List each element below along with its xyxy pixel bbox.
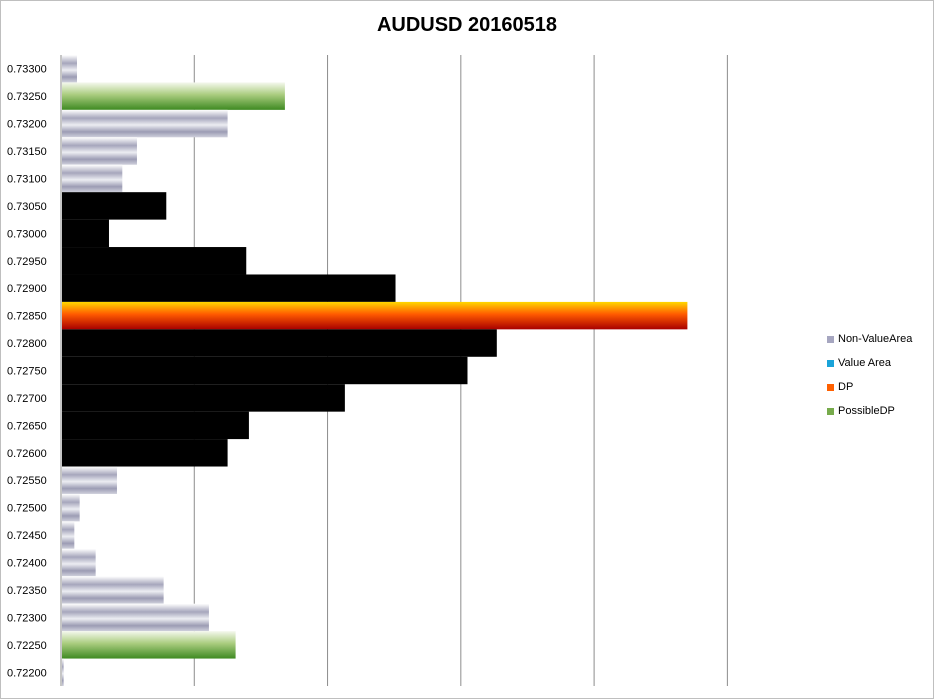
y-tick-label: 0.73300 bbox=[7, 64, 47, 76]
bar-0.73250 bbox=[62, 82, 285, 110]
legend-label: DP bbox=[838, 381, 854, 393]
y-tick-label: 0.73150 bbox=[7, 146, 47, 158]
legend-label: PossibleDP bbox=[838, 405, 895, 417]
legend-swatch bbox=[827, 335, 834, 343]
bar-0.72450 bbox=[62, 521, 75, 549]
bar-0.73050 bbox=[62, 192, 167, 220]
bar-0.72400 bbox=[62, 548, 96, 577]
legend-item: DP bbox=[827, 375, 912, 399]
y-tick-label: 0.73000 bbox=[7, 228, 47, 240]
bar-0.72950 bbox=[62, 247, 247, 275]
bar-0.72350 bbox=[62, 576, 164, 604]
y-tick-label: 0.72350 bbox=[7, 585, 47, 597]
bar-0.72650 bbox=[62, 411, 249, 440]
y-tick-label: 0.72500 bbox=[7, 503, 47, 515]
y-tick-label: 0.72950 bbox=[7, 256, 47, 268]
y-tick-label: 0.72600 bbox=[7, 448, 47, 460]
y-tick-label: 0.73050 bbox=[7, 201, 47, 213]
legend-swatch bbox=[827, 359, 834, 367]
y-tick-label: 0.72550 bbox=[7, 475, 47, 487]
y-tick-label: 0.72700 bbox=[7, 393, 47, 405]
bar-0.73200 bbox=[62, 109, 228, 138]
legend-swatch bbox=[827, 407, 834, 415]
legend-item: Non-ValueArea bbox=[827, 327, 912, 351]
legend-item: PossibleDP bbox=[827, 399, 912, 423]
y-tick-label: 0.73250 bbox=[7, 91, 47, 103]
legend-swatch bbox=[827, 383, 834, 391]
y-tick-label: 0.72850 bbox=[7, 311, 47, 323]
y-tick-label: 0.72250 bbox=[7, 640, 47, 652]
bar-0.72250 bbox=[62, 631, 236, 659]
chart-legend: Non-ValueArea Value Area DP PossibleDP bbox=[827, 327, 912, 423]
bar-0.72900 bbox=[62, 274, 396, 302]
chart-title: AUDUSD 20160518 bbox=[376, 14, 558, 36]
y-tick-label: 0.73200 bbox=[7, 119, 47, 131]
y-tick-label: 0.72900 bbox=[7, 283, 47, 295]
bar-0.72700 bbox=[62, 384, 345, 412]
bar-0.73150 bbox=[62, 137, 137, 165]
bar-0.72550 bbox=[62, 466, 117, 494]
bar-0.72500 bbox=[62, 493, 80, 522]
legend-label: Non-ValueArea bbox=[838, 333, 913, 345]
bar-0.72800 bbox=[62, 329, 497, 357]
y-tick-label: 0.72400 bbox=[7, 558, 47, 570]
y-tick-label: 0.72800 bbox=[7, 338, 47, 350]
legend-item: Value Area bbox=[827, 351, 912, 375]
bar-0.72850 bbox=[62, 301, 688, 330]
bar-0.72200 bbox=[62, 658, 64, 686]
bar-0.72300 bbox=[62, 603, 209, 632]
legend-label: Value Area bbox=[838, 357, 892, 369]
bar-0.73000 bbox=[62, 219, 109, 248]
y-tick-label: 0.72200 bbox=[7, 667, 47, 679]
y-tick-label: 0.73100 bbox=[7, 173, 47, 185]
y-tick-label: 0.72750 bbox=[7, 366, 47, 378]
y-tick-label: 0.72450 bbox=[7, 530, 47, 542]
bar-0.72750 bbox=[62, 356, 468, 385]
y-tick-label: 0.72300 bbox=[7, 612, 47, 624]
bar-0.73100 bbox=[62, 164, 123, 193]
bar-0.73300 bbox=[62, 55, 77, 83]
y-tick-label: 0.72650 bbox=[7, 420, 47, 432]
bar-0.72600 bbox=[62, 439, 228, 467]
